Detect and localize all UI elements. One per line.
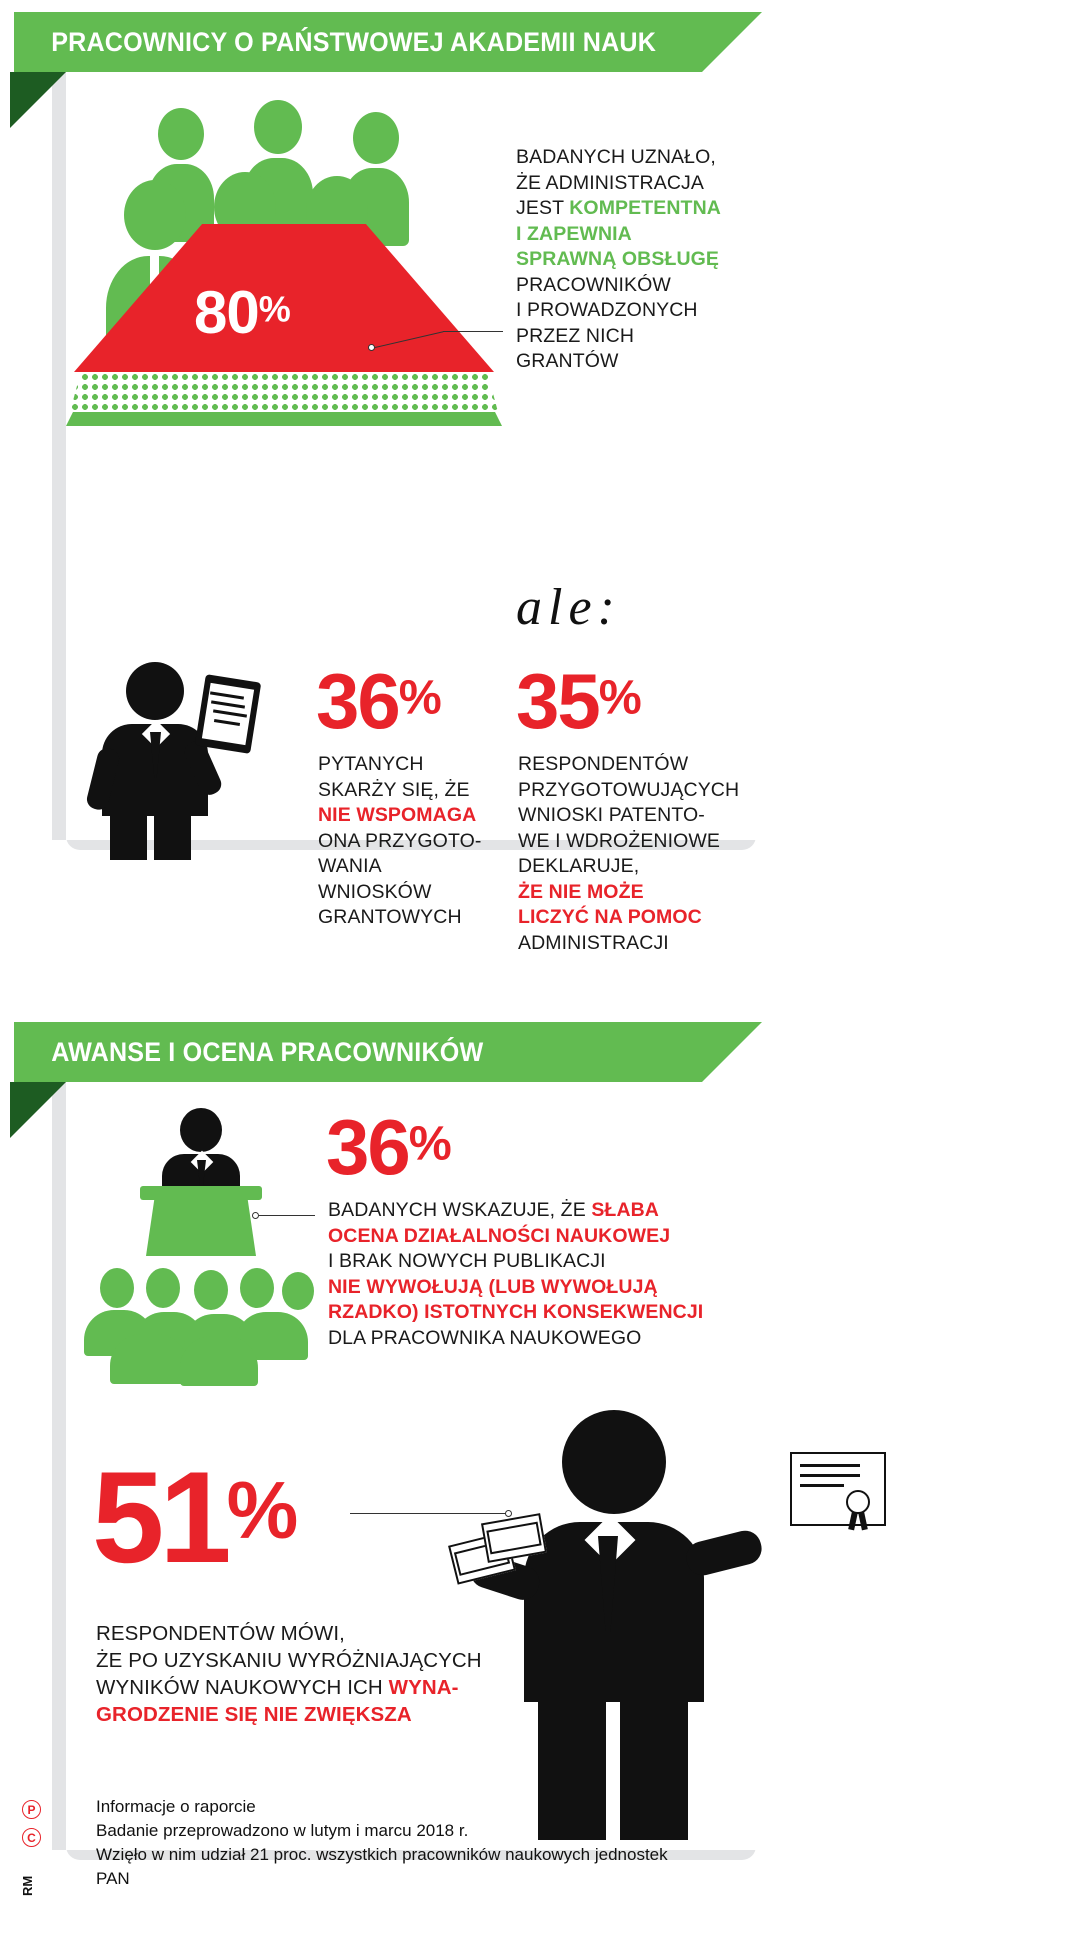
certificate-line-2: [800, 1474, 860, 1477]
stat-top-unit: %: [408, 1116, 452, 1171]
callout-line-9: GRANTÓW: [516, 350, 619, 372]
section2-banner: AWANSE I OCENA PRACOWNIKÓW: [14, 1022, 702, 1082]
stat-right-line-5: DEKLARUJE,: [518, 855, 640, 877]
section1-banner-tail: [702, 12, 762, 72]
stat-right-line-3: WNIOSKI PATENTO-: [518, 804, 705, 826]
stat-left-line-1: PYTANYCH: [318, 753, 424, 775]
section1-stat-right-text: RESPONDENTÓW PRZYGOTOWUJĄCYCH WNIOSKI PA…: [518, 752, 758, 956]
section2-banner-fold: [10, 1082, 66, 1138]
certificate-line-3: [800, 1484, 844, 1487]
stat-bottom-line-4: GRODZENIE SIĘ NIE ZWIĘKSZA: [96, 1703, 412, 1726]
person-icon-black-clipboard: [84, 662, 263, 860]
stat-right-line-2: PRZYGOTOWUJĄCYCH: [518, 778, 740, 801]
pyramid-value-number: 80: [194, 279, 260, 346]
stat-bottom-number: 51: [92, 1444, 232, 1590]
callout-line-2: ŻE ADMINISTRACJA: [516, 171, 704, 194]
stat-top-line-5: RZADKO) ISTOTNYCH KONSEKWENCJI: [328, 1301, 704, 1323]
pyramid-value: 80%: [194, 283, 291, 343]
stat-left-line-7: GRANTOWYCH: [318, 906, 462, 928]
callout-line-1: BADANYCH UZNAŁO,: [516, 146, 716, 168]
leader-line-3: [350, 1513, 510, 1514]
stat-top-line-4: NIE WYWOŁUJĄ (LUB WYWOŁUJĄ: [328, 1275, 658, 1298]
section2-banner-tail: [702, 1022, 762, 1082]
stat-bottom-value: 51%: [92, 1452, 299, 1582]
stat-right-line-7: LICZYĆ NA POMOC: [518, 906, 702, 928]
stat-top-line-2: OCENA DZIAŁALNOŚCI NAUKOWEJ: [328, 1224, 671, 1247]
rm-credit-text: RM: [20, 1875, 35, 1896]
stat-bottom-line-2: ŻE PO UZYSKANIU WYRÓŻNIAJĄCYCH: [96, 1649, 482, 1672]
stat-left-line-5: WANIA: [318, 855, 382, 877]
footer-line-1: Informacje o raporcie: [96, 1797, 256, 1816]
stat-left-line-6: WNIOSKÓW: [318, 880, 432, 903]
callout-line-6: PRACOWNIKÓW: [516, 273, 671, 296]
section1-banner: PRACOWNICY O PAŃSTWOWEJ AKADEMII NAUK: [14, 12, 702, 72]
stat-right-value: 35%: [516, 662, 642, 740]
person-icon-black-money: [440, 1410, 780, 1840]
stat-bottom-line-1: RESPONDENTÓW MÓWI,: [96, 1622, 345, 1645]
stat-bottom-line-3: WYNIKÓW NAUKOWYCH ICH WYNA-: [96, 1676, 459, 1699]
section1-stat-left-text: PYTANYCH SKARŻY SIĘ, ŻE NIE WSPOMAGA ONA…: [318, 752, 518, 931]
leader-line-2: [259, 1215, 315, 1216]
certificate-line-1: [800, 1464, 860, 1467]
callout-line-7: I PROWADZONYCH: [516, 299, 698, 321]
certificate-seal-icon: [846, 1490, 870, 1514]
stat-top-line-3: I BRAK NOWYCH PUBLIKACJI: [328, 1250, 606, 1272]
lectern-top-icon: [140, 1186, 262, 1200]
stat-top-line-1: BADANYCH WSKAZUJE, ŻE SŁABA: [328, 1199, 659, 1221]
stat-left-line-4: ONA PRZYGOTO-: [318, 829, 482, 852]
stat-top-number: 36: [326, 1103, 411, 1191]
callout-line-8: PRZEZ NICH: [516, 324, 634, 347]
crowd-icon: [84, 1268, 314, 1386]
leader-dot-3: [505, 1510, 512, 1517]
section2-stat-bottom-text: RESPONDENTÓW MÓWI, ŻE PO UZYSKANIU WYRÓŻ…: [96, 1620, 556, 1728]
stat-right-line-6: ŻE NIE MOŻE: [518, 880, 644, 903]
stat-right-number: 35: [516, 657, 601, 745]
callout-line-4: I ZAPEWNIA: [516, 222, 632, 245]
stat-left-line-3: NIE WSPOMAGA: [318, 804, 477, 826]
footer-line-3: Wzięło w nim udział 21 proc. wszystkich …: [96, 1845, 668, 1888]
lectern-icon: [146, 1196, 256, 1256]
pyramid-value-unit: %: [258, 288, 291, 330]
callout-line-5: SPRAWNĄ OBSŁUGĘ: [516, 248, 720, 270]
section1-banner-fold: [10, 72, 66, 128]
leader-dot-1: [368, 344, 375, 351]
rm-credit-logo: P C RM: [16, 1800, 50, 1920]
section1-callout-text: BADANYCH UZNAŁO, ŻE ADMINISTRACJA JEST K…: [516, 145, 756, 375]
footer-note: Informacje o raporcie Badanie przeprowad…: [96, 1795, 706, 1891]
pyramid-dotted-section: [70, 372, 498, 412]
stat-right-unit: %: [598, 670, 642, 725]
pyramid-chart: [66, 224, 502, 442]
stat-left-value: 36%: [316, 662, 442, 740]
callout-line-3: JEST KOMPETENTNA: [516, 197, 721, 219]
ale-label: ale:: [516, 579, 621, 636]
leader-dot-2: [252, 1212, 259, 1219]
stat-left-line-2: SKARŻY SIĘ, ŻE: [318, 778, 470, 801]
stat-right-line-4: WE I WDROŻENIOWE: [518, 829, 720, 852]
stat-right-line-8: ADMINISTRACJI: [518, 931, 669, 954]
pyramid-green-base: [66, 412, 502, 426]
badge-c-icon: C: [22, 1828, 41, 1847]
stat-bottom-unit: %: [226, 1465, 299, 1556]
section2-banner-title: AWANSE I OCENA PRACOWNIKÓW: [51, 1036, 484, 1067]
stat-left-unit: %: [398, 670, 442, 725]
section2-stat-top-text: BADANYCH WSKAZUJE, ŻE SŁABA OCENA DZIAŁA…: [328, 1198, 758, 1351]
badge-p-icon: P: [22, 1800, 41, 1819]
footer-line-2: Badanie przeprowadzono w lutym i marcu 2…: [96, 1821, 469, 1840]
section1-banner-title: PRACOWNICY O PAŃSTWOWEJ AKADEMII NAUK: [51, 26, 657, 57]
stat-top-line-6: DLA PRACOWNIKA NAUKOWEGO: [328, 1326, 642, 1349]
stat-right-line-1: RESPONDENTÓW: [518, 753, 689, 775]
leader-line-1: [443, 331, 503, 332]
stat-top-value: 36%: [326, 1108, 452, 1186]
stat-left-number: 36: [316, 657, 401, 745]
